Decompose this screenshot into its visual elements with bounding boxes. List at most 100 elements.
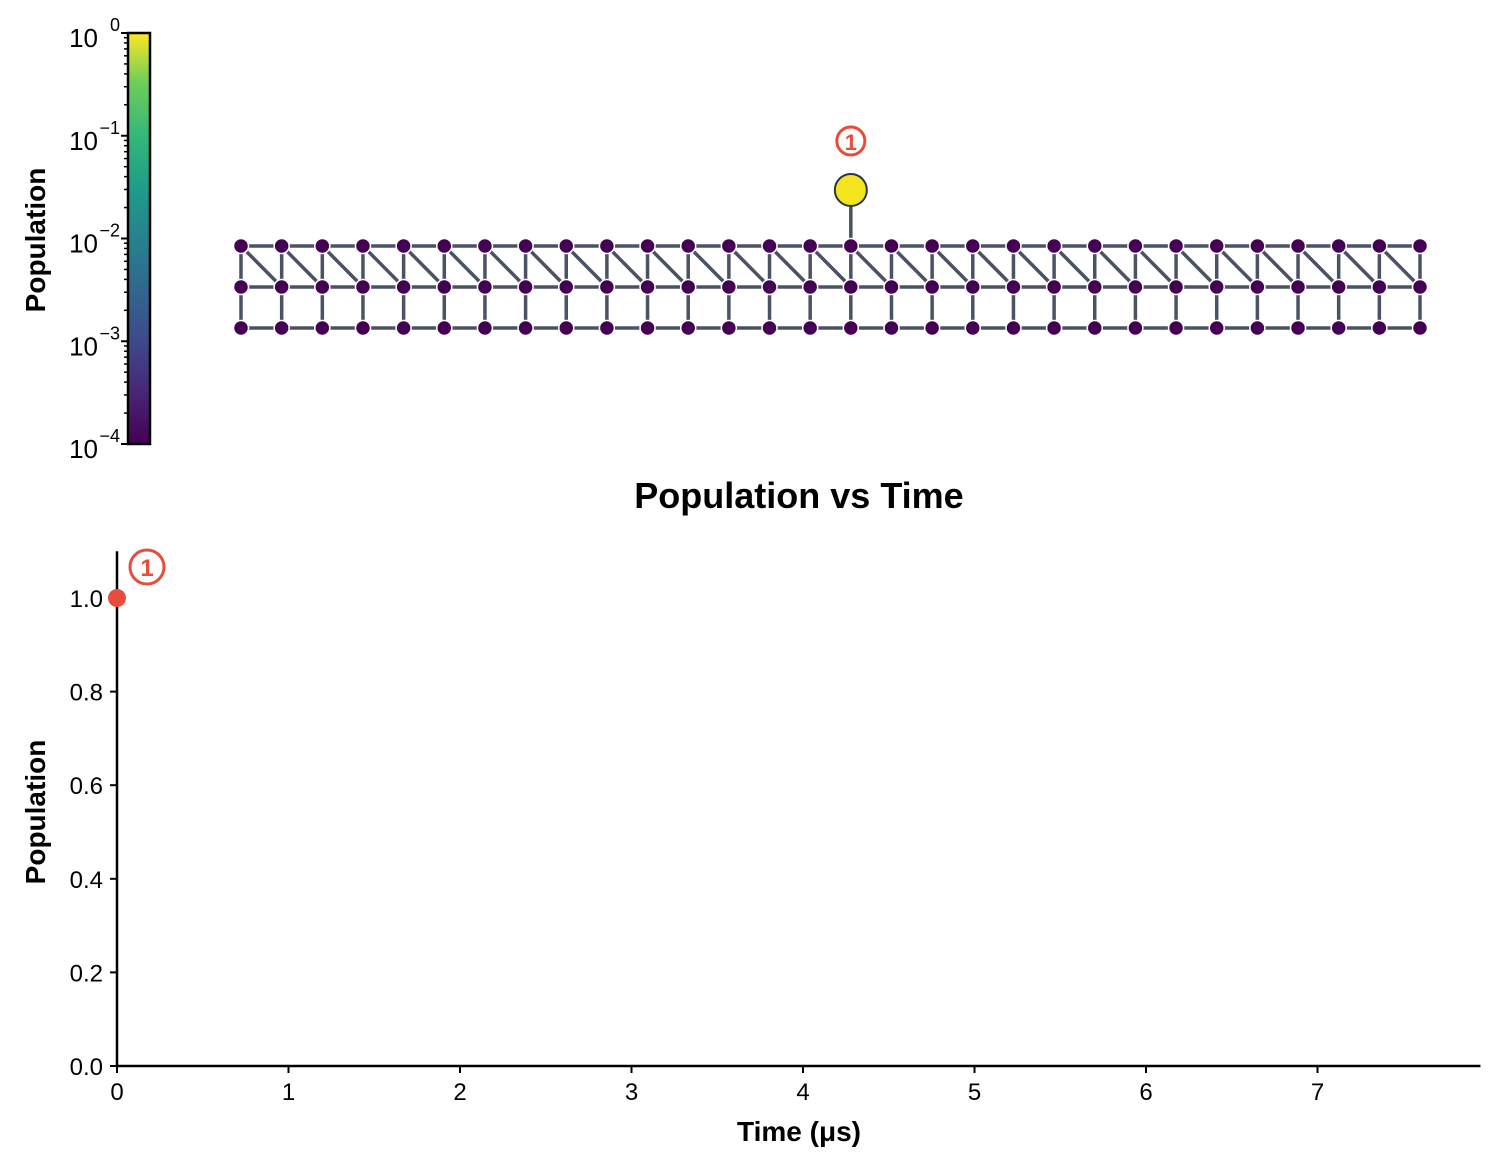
lattice-node bbox=[964, 237, 982, 255]
lattice-node bbox=[923, 278, 941, 296]
lattice-node bbox=[679, 278, 697, 296]
lattice-node bbox=[395, 278, 412, 296]
lattice-node bbox=[232, 319, 250, 337]
colorbar-label: Population bbox=[20, 168, 51, 313]
lattice-node bbox=[1208, 278, 1225, 296]
lattice-edge bbox=[1256, 244, 1300, 289]
lattice-edge bbox=[1052, 244, 1097, 289]
lattice-node bbox=[883, 319, 900, 337]
lattice-edge bbox=[402, 244, 446, 289]
site-marker-label: 1 bbox=[845, 130, 857, 155]
lattice-node bbox=[314, 237, 331, 255]
lattice-edge bbox=[1174, 244, 1218, 289]
data-point bbox=[108, 589, 126, 607]
lattice-node bbox=[557, 319, 575, 337]
lattice-edge bbox=[524, 244, 568, 289]
lattice-node bbox=[842, 237, 860, 255]
x-tick-label: 5 bbox=[968, 1079, 981, 1106]
lattice-edge bbox=[443, 244, 487, 289]
lattice-node bbox=[436, 237, 453, 255]
site-marker-circle bbox=[835, 125, 867, 157]
lattice-node bbox=[639, 237, 656, 255]
lattice-node bbox=[557, 237, 575, 255]
lattice-node bbox=[354, 278, 372, 296]
lattice-node bbox=[1086, 237, 1104, 255]
colorbar-tick-label: 10 bbox=[69, 23, 98, 53]
lattice-node bbox=[639, 319, 656, 337]
x-tick-label: 0 bbox=[110, 1079, 123, 1106]
lattice-edge bbox=[808, 244, 853, 289]
colorbar-tick-exponent: −3 bbox=[99, 323, 120, 343]
lattice-node bbox=[1005, 319, 1022, 337]
lattice-node bbox=[761, 237, 778, 255]
lattice-node bbox=[273, 278, 290, 296]
lattice-node bbox=[923, 319, 941, 337]
lattice-edge bbox=[686, 244, 731, 289]
lattice-node bbox=[1249, 319, 1266, 337]
lattice-node bbox=[679, 237, 697, 255]
lattice-edge bbox=[1093, 244, 1137, 289]
y-tick-label: 0.2 bbox=[70, 960, 103, 987]
lattice-node bbox=[557, 278, 575, 296]
lattice-node bbox=[1371, 237, 1388, 255]
lattice-edge bbox=[361, 244, 405, 289]
lattice-node bbox=[1127, 278, 1144, 296]
lattice-node bbox=[1249, 278, 1266, 296]
series-marker-label: 1 bbox=[140, 555, 153, 582]
lattice-node bbox=[1411, 319, 1429, 337]
lattice-node bbox=[314, 319, 331, 337]
lattice-node bbox=[476, 278, 494, 296]
lattice-node bbox=[273, 237, 290, 255]
lattice-node bbox=[720, 237, 738, 255]
lattice-node bbox=[354, 237, 372, 255]
lattice-node bbox=[314, 278, 331, 296]
lattice-node bbox=[517, 278, 534, 296]
lattice-node bbox=[232, 278, 250, 296]
lattice-node bbox=[964, 278, 982, 296]
lattice-edge bbox=[849, 244, 893, 289]
lattice-node bbox=[476, 237, 494, 255]
chart-title: Population vs Time bbox=[634, 475, 963, 516]
lattice-node bbox=[598, 278, 616, 296]
lattice-node bbox=[1371, 319, 1388, 337]
colorbar-tick-label: 10 bbox=[69, 434, 98, 464]
lattice-edge bbox=[1012, 244, 1056, 289]
lattice-node bbox=[1249, 237, 1266, 255]
lattice-edge bbox=[768, 244, 812, 289]
colorbar-gradient bbox=[126, 31, 152, 446]
lattice-node bbox=[1005, 237, 1022, 255]
y-tick-label: 0.6 bbox=[70, 773, 103, 800]
lattice-edge bbox=[280, 244, 324, 289]
x-tick-label: 1 bbox=[282, 1079, 295, 1106]
lattice-node bbox=[354, 319, 372, 337]
colorbar-tick-label: 10 bbox=[69, 229, 98, 259]
lattice-edge bbox=[971, 244, 1015, 289]
lattice-node bbox=[1330, 319, 1347, 337]
x-tick-label: 7 bbox=[1311, 1079, 1324, 1106]
lattice-node bbox=[1208, 319, 1225, 337]
lattice-node bbox=[720, 278, 738, 296]
lattice-node bbox=[1208, 237, 1225, 255]
x-tick-label: 3 bbox=[625, 1079, 638, 1106]
lattice-node bbox=[436, 278, 453, 296]
lattice-node bbox=[1289, 278, 1307, 296]
lattice-node bbox=[598, 319, 616, 337]
lattice-edge bbox=[930, 244, 975, 289]
lattice-node bbox=[1045, 319, 1063, 337]
lattice-node bbox=[1411, 278, 1429, 296]
x-axis-label: Time (μs) bbox=[737, 1116, 861, 1147]
lattice-node bbox=[1045, 278, 1063, 296]
y-tick-label: 0.8 bbox=[70, 680, 103, 707]
x-tick-label: 2 bbox=[453, 1079, 466, 1106]
x-tick-label: 4 bbox=[796, 1079, 809, 1106]
lattice-node bbox=[761, 319, 778, 337]
colorbar-tick-exponent: 0 bbox=[110, 15, 120, 35]
population-plot: 0 1 2 3 4 5 6 7 0.0 0.2 0.4 0.6 0.8 1.0 1 bbox=[70, 548, 1481, 1106]
series-marker-circle bbox=[128, 548, 166, 586]
lattice-node bbox=[395, 237, 412, 255]
lattice-node bbox=[801, 278, 819, 296]
colorbar-tick-exponent: −2 bbox=[99, 221, 120, 241]
colorbar-tick-exponent: −1 bbox=[99, 118, 120, 138]
lattice-node bbox=[598, 237, 616, 255]
